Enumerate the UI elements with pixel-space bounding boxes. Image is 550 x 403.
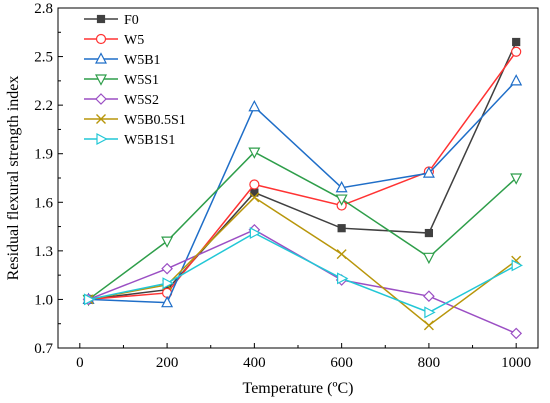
data-point bbox=[511, 46, 522, 57]
y-axis-ticks: 0.7 1.0 1.3 1.6 1.9 2.2 2.5 2.8 bbox=[34, 1, 63, 357]
series-w5b1s1 bbox=[83, 227, 523, 319]
data-point bbox=[337, 224, 346, 233]
legend-label: W5 bbox=[124, 33, 144, 48]
legend-label: W5B0.5S1 bbox=[124, 113, 186, 128]
x-tick-label: 1000 bbox=[501, 355, 531, 371]
y-tick-label: 1.6 bbox=[34, 195, 53, 211]
series-line bbox=[88, 232, 517, 314]
data-point bbox=[422, 252, 435, 265]
legend-marker bbox=[96, 14, 106, 24]
x-axis-ticks: 0 200 400 600 800 1000 bbox=[76, 343, 531, 371]
legend-marker bbox=[96, 133, 108, 145]
y-tick-label: 1.0 bbox=[34, 292, 53, 308]
legend: F0 W5 W5B1 W5S1 W5S2 W5B0.5S1 W5B1S1 bbox=[84, 13, 186, 148]
data-point bbox=[161, 295, 174, 308]
series-w5s1 bbox=[82, 147, 523, 307]
data-point bbox=[335, 180, 348, 193]
series-w5b0-5s1 bbox=[83, 192, 522, 331]
data-point bbox=[510, 173, 523, 185]
legend-item: F0 bbox=[84, 13, 139, 28]
data-point bbox=[424, 306, 436, 319]
y-tick-label: 1.3 bbox=[34, 244, 53, 260]
legend-item: W5S1 bbox=[84, 73, 159, 88]
data-point bbox=[83, 293, 96, 306]
y-tick-label: 2.5 bbox=[34, 50, 53, 66]
legend-item: W5B0.5S1 bbox=[84, 113, 186, 128]
data-point bbox=[512, 37, 521, 47]
legend-label: W5B1S1 bbox=[124, 133, 175, 148]
legend-marker bbox=[96, 114, 106, 124]
x-tick-label: 600 bbox=[330, 355, 353, 371]
series-line bbox=[88, 228, 517, 335]
series-line bbox=[88, 51, 517, 301]
series-w5b1 bbox=[82, 74, 523, 308]
legend-label: W5S1 bbox=[124, 73, 159, 88]
data-point bbox=[336, 249, 347, 260]
series-line bbox=[88, 41, 517, 301]
data-point bbox=[423, 320, 434, 331]
data-point bbox=[424, 228, 434, 238]
x-tick-label: 200 bbox=[156, 355, 179, 371]
series-line bbox=[88, 80, 517, 304]
y-tick-label: 2.8 bbox=[34, 1, 53, 17]
y-axis-title: Residual flexural strength index bbox=[5, 76, 22, 281]
data-point bbox=[510, 327, 523, 340]
y-tick-label: 2.2 bbox=[34, 98, 53, 114]
x-tick-label: 800 bbox=[418, 355, 441, 371]
data-point bbox=[422, 166, 435, 178]
x-axis-title: Temperature (ºC) bbox=[243, 380, 354, 397]
data-point bbox=[423, 290, 435, 303]
data-point bbox=[249, 227, 262, 240]
data-point bbox=[510, 74, 523, 86]
data-point bbox=[335, 194, 348, 206]
series-w5s2 bbox=[82, 223, 523, 340]
data-point bbox=[161, 236, 174, 248]
x-tick-label: 0 bbox=[76, 355, 84, 371]
data-point bbox=[161, 262, 173, 275]
data-point bbox=[248, 147, 261, 159]
legend-label: F0 bbox=[124, 13, 139, 28]
y-tick-label: 0.7 bbox=[34, 341, 53, 357]
legend-item: W5 bbox=[84, 33, 144, 48]
data-point bbox=[337, 272, 349, 285]
data-point bbox=[249, 192, 260, 203]
data-point bbox=[248, 99, 261, 112]
legend-item: W5S2 bbox=[84, 93, 159, 108]
series-line bbox=[88, 151, 517, 301]
data-point bbox=[162, 277, 174, 290]
y-tick-label: 1.9 bbox=[34, 147, 53, 163]
legend-label: W5S2 bbox=[124, 93, 159, 108]
legend-marker bbox=[95, 74, 107, 86]
data-point bbox=[511, 259, 523, 272]
legend-marker bbox=[95, 52, 107, 64]
data-point bbox=[249, 179, 260, 190]
legend-item: W5B1S1 bbox=[84, 133, 175, 148]
x-tick-label: 400 bbox=[243, 355, 266, 371]
series-line bbox=[88, 196, 517, 327]
series-layer bbox=[82, 37, 523, 340]
legend-marker bbox=[95, 93, 107, 105]
legend-item: W5B1 bbox=[84, 52, 161, 68]
legend-marker bbox=[95, 33, 107, 45]
legend-label: W5B1 bbox=[124, 53, 161, 68]
